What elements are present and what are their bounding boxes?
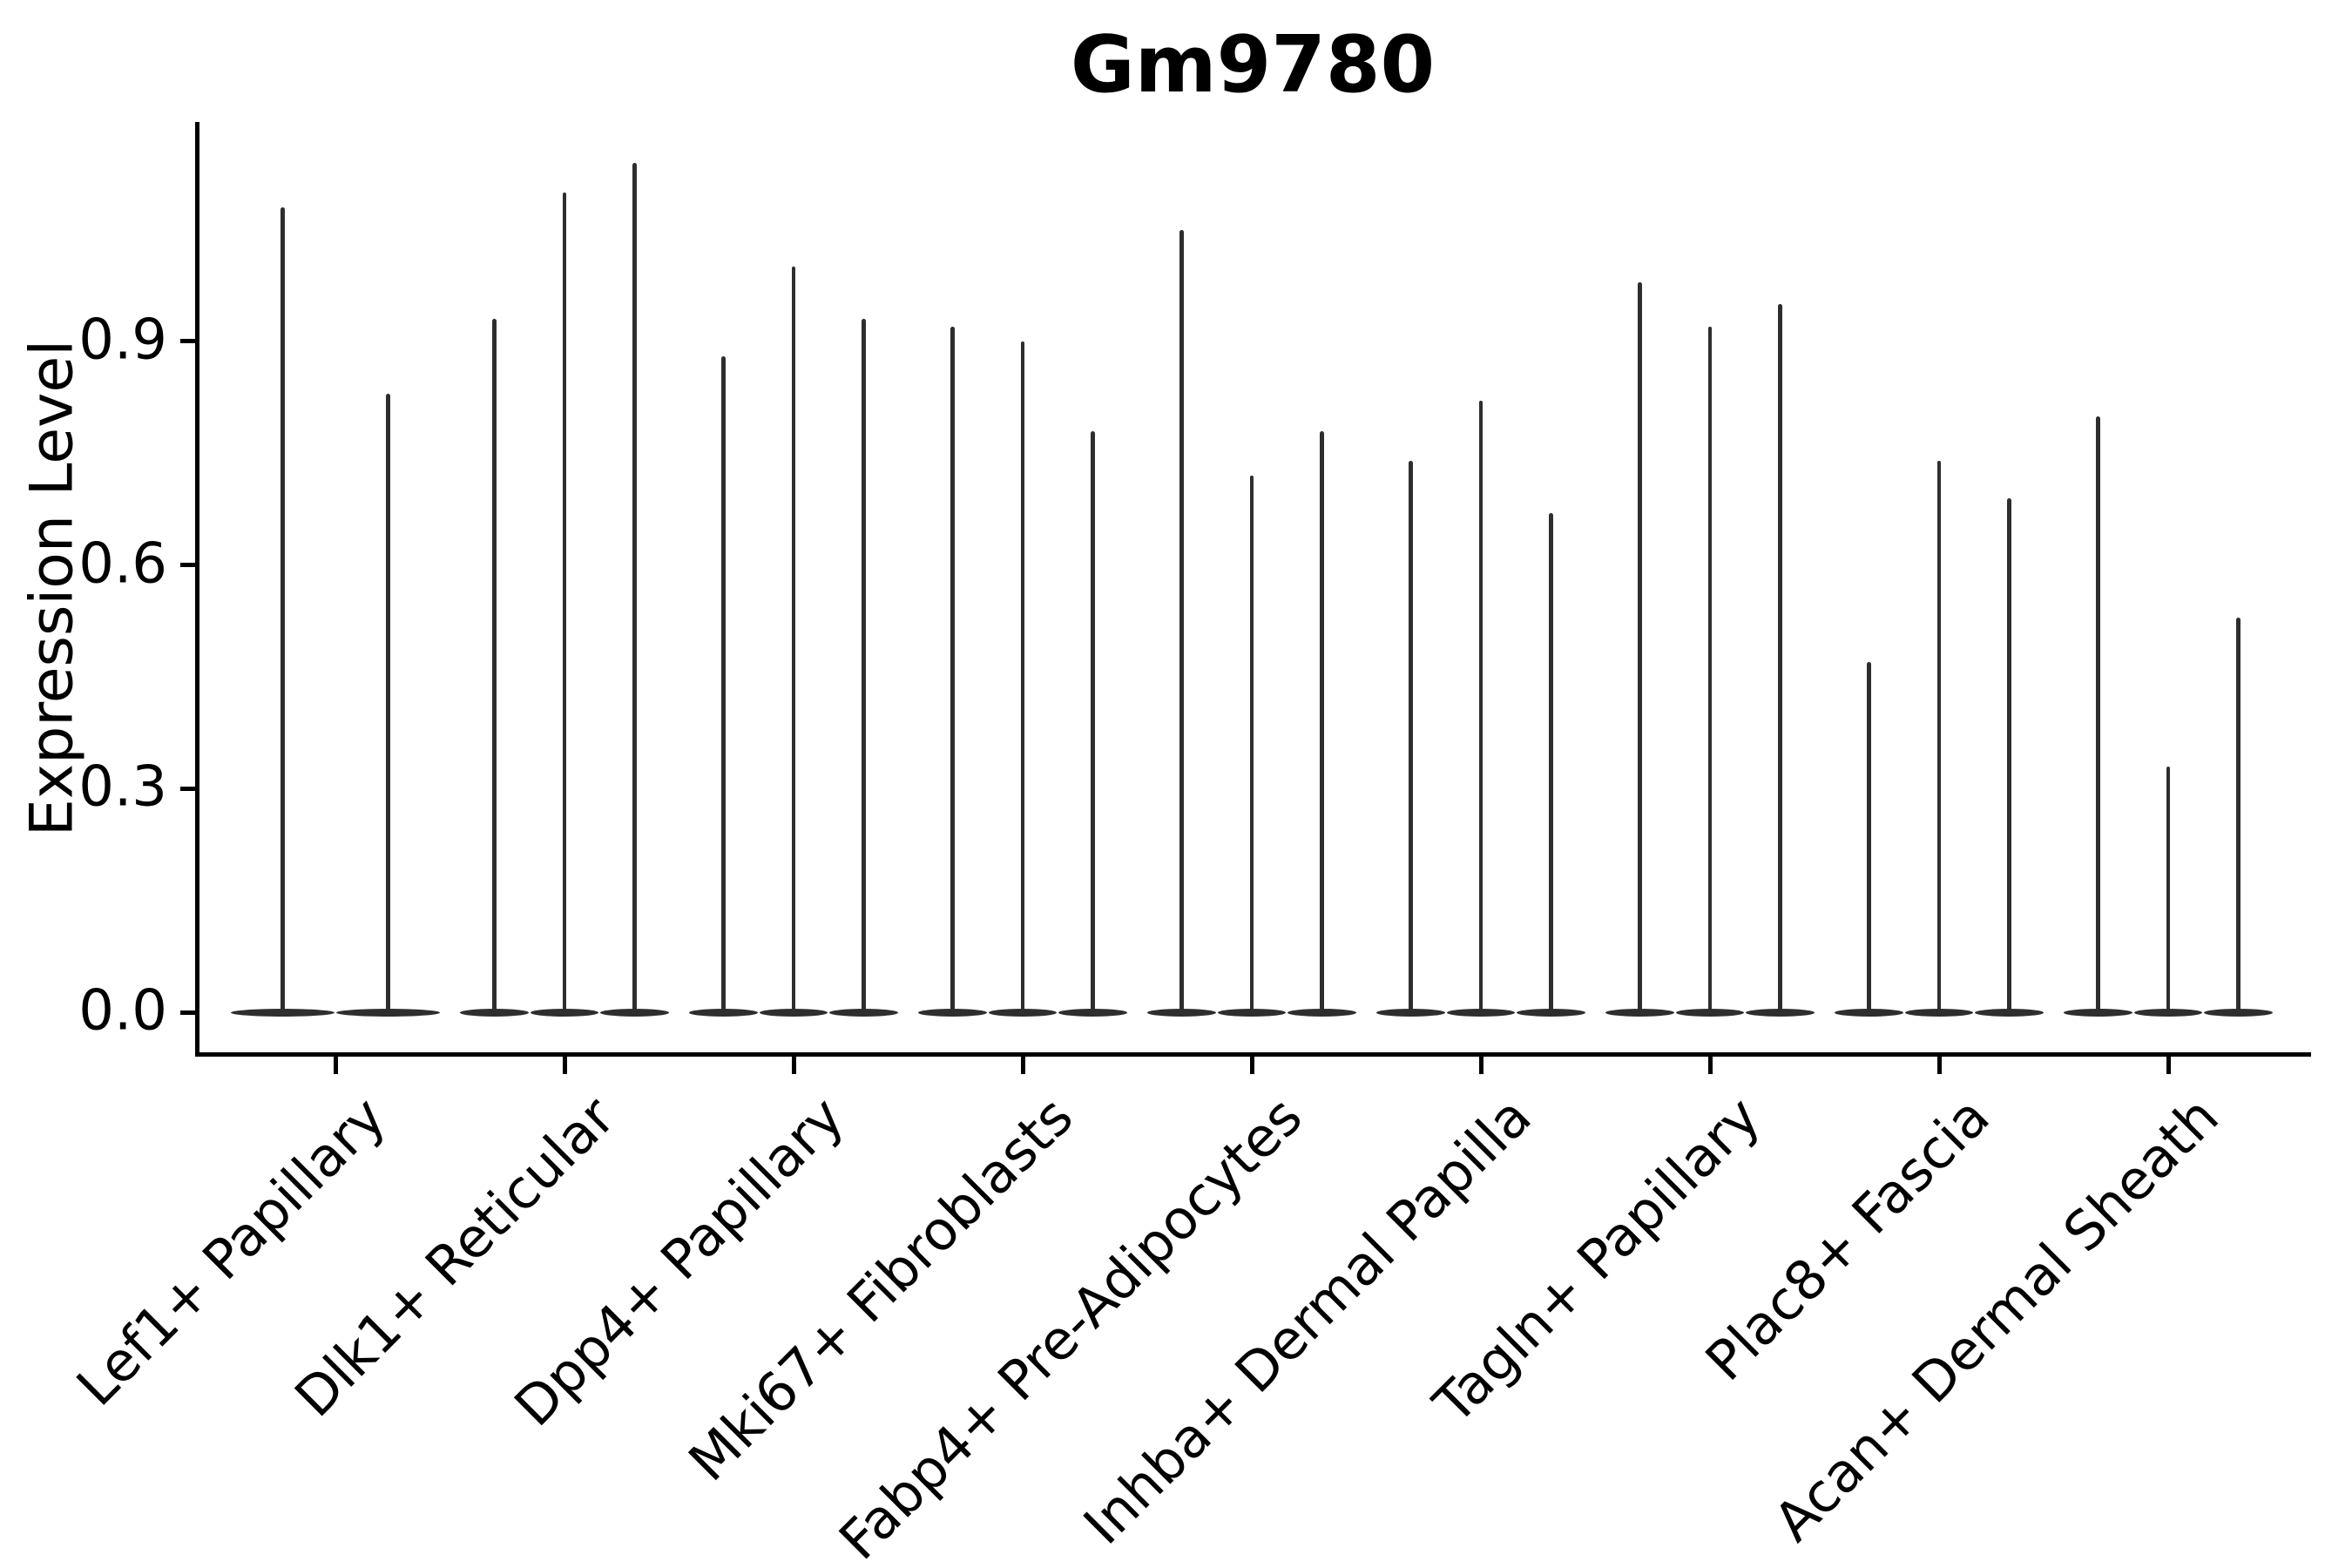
violin-spike [386,393,390,1014]
violin-spike [1320,430,1324,1014]
violin-spike [1179,229,1184,1014]
violin-spike [1409,460,1413,1014]
y-tick-mark [180,563,198,568]
violin-spike [1778,304,1782,1014]
y-tick-mark [180,786,198,791]
violin-spike [1638,281,1642,1014]
violin-spike [862,319,866,1014]
y-tick-mark [180,1010,198,1015]
violin-spike [721,356,726,1014]
x-tick-mark [1020,1057,1025,1074]
y-tick-label: 0.3 [78,754,167,820]
x-tick-mark [1478,1057,1484,1074]
violin-spike [2236,617,2240,1014]
y-tick-mark [180,339,198,344]
violin-spike [1249,475,1254,1014]
violin-spike [632,162,637,1014]
x-tick-mark [1249,1057,1254,1074]
violin-spike [280,206,285,1014]
y-tick-label: 0.0 [78,978,167,1044]
violin-spike [1936,460,1942,1014]
chart-title: Gm9780 [1070,19,1436,111]
violin-spike [2096,416,2100,1014]
x-tick-mark [562,1057,567,1074]
violin-spike [2166,766,2171,1014]
x-tick-label: Inhba+ Dermal Papilla [1071,1085,1544,1557]
violin-spike [1091,430,1095,1014]
x-tick-mark [1707,1057,1713,1074]
x-tick-mark [1936,1057,1942,1074]
violin-spike [1549,512,1553,1014]
violin-spike [1478,401,1484,1014]
x-tick-label: Fabp4+ Pre-Adipocytes [827,1085,1315,1568]
x-axis-spine [195,1052,2311,1057]
violin-spike [950,326,955,1014]
y-axis-spine [195,122,199,1057]
x-tick-mark [791,1057,796,1074]
violin-spike [1020,341,1025,1014]
y-tick-label: 0.6 [78,531,167,597]
x-tick-label: Acan+ Dermal Sheath [1761,1085,2231,1554]
violin-spike [2007,497,2011,1014]
violin-spike [1707,326,1713,1014]
x-tick-mark [2166,1057,2171,1074]
violin-spike [1867,661,1871,1014]
x-tick-label: Mki67+ Fibroblasts [676,1085,1085,1494]
violin-spike [492,319,497,1014]
x-tick-mark [333,1057,338,1074]
violin-spike [562,192,567,1014]
violin-spike [791,267,796,1014]
y-tick-label: 0.9 [78,308,167,373]
